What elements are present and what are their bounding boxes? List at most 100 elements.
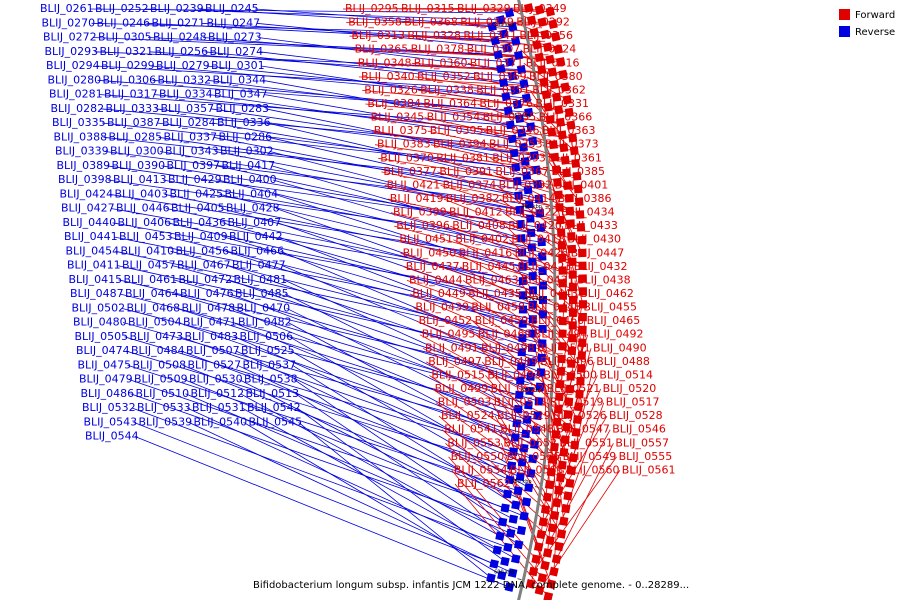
forward-gene-label[interactable]: BLIJ_0369 — [473, 70, 527, 83]
reverse-gene-label[interactable]: BLIJ_0472 — [179, 273, 233, 286]
forward-gene-label[interactable]: BLIJ_0380 — [529, 70, 583, 83]
forward-gene-label[interactable]: BLIJ_0416 — [459, 246, 513, 259]
forward-gene-label[interactable]: BLIJ_0378 — [411, 43, 465, 56]
reverse-gene-label[interactable]: BLIJ_0332 — [158, 73, 212, 86]
reverse-gene-label[interactable]: BLIJ_0398 — [58, 173, 112, 186]
forward-gene-label[interactable]: BLIJ_0556 — [507, 450, 561, 463]
forward-gene-label[interactable]: BLIJ_0560 — [566, 463, 620, 476]
forward-gene-label[interactable]: BLIJ_0463 — [465, 273, 519, 286]
reverse-gene-label[interactable]: BLIJ_0429 — [168, 173, 222, 186]
reverse-gene-label[interactable]: BLIJ_0256 — [155, 45, 209, 58]
reverse-gene-label[interactable]: BLIJ_0477 — [232, 259, 286, 272]
forward-gene-label[interactable]: BLIJ_0496 — [540, 355, 594, 368]
reverse-gene-label[interactable]: BLIJ_0336 — [217, 116, 271, 129]
forward-gene-label[interactable]: BLIJ_0361 — [548, 151, 602, 164]
reverse-gene-label[interactable]: BLIJ_0271 — [152, 16, 206, 29]
reverse-gene-label[interactable]: BLIJ_0537 — [243, 358, 297, 371]
reverse-gene-label[interactable]: BLIJ_0306 — [103, 73, 157, 86]
forward-gene-label[interactable]: BLIJ_0551 — [559, 436, 613, 449]
forward-gene-label[interactable]: BLIJ_0356 — [519, 29, 573, 42]
reverse-gene-label[interactable]: BLIJ_0464 — [125, 287, 179, 300]
reverse-gene-label[interactable]: BLIJ_0509 — [134, 373, 188, 386]
reverse-gene-label[interactable]: BLIJ_0533 — [137, 401, 191, 414]
reverse-gene-label[interactable]: BLIJ_0294 — [46, 59, 100, 72]
forward-gene-label[interactable]: BLIJ_0346 — [486, 124, 540, 137]
reverse-gene-label[interactable]: BLIJ_0299 — [101, 59, 155, 72]
forward-gene-label[interactable]: BLIJ_0554 — [454, 463, 508, 476]
forward-gene-label[interactable]: BLIJ_0449 — [412, 287, 466, 300]
reverse-gene-label[interactable]: BLIJ_0513 — [246, 387, 300, 400]
forward-gene-label[interactable]: BLIJ_0450 — [403, 246, 457, 259]
forward-gene-label[interactable]: BLIJ_0438 — [577, 273, 631, 286]
forward-gene-label[interactable]: BLIJ_0375 — [374, 124, 428, 137]
reverse-gene-label[interactable]: BLIJ_0466 — [231, 244, 285, 257]
forward-gene-label[interactable]: BLIJ_0521 — [547, 382, 601, 395]
reverse-gene-label[interactable]: BLIJ_0281 — [49, 88, 103, 101]
forward-gene-label[interactable]: BLIJ_0541 — [444, 423, 498, 436]
forward-gene-label[interactable]: BLIJ_0307 — [467, 43, 521, 56]
reverse-gene-label[interactable]: BLIJ_0284 — [162, 116, 216, 129]
forward-gene-label[interactable]: BLIJ_0492 — [590, 328, 644, 341]
reverse-gene-label[interactable]: BLIJ_0389 — [57, 159, 111, 172]
reverse-gene-label[interactable]: BLIJ_0279 — [156, 59, 210, 72]
forward-gene-label[interactable]: BLIJ_0395 — [430, 124, 484, 137]
reverse-gene-label[interactable]: BLIJ_0246 — [97, 16, 151, 29]
forward-gene-label[interactable]: BLIJ_0401 — [555, 178, 609, 191]
forward-gene-label[interactable]: BLIJ_0448 — [527, 301, 581, 314]
reverse-gene-label[interactable]: BLIJ_0486 — [81, 387, 135, 400]
forward-gene-label[interactable]: BLIJ_0420 — [508, 219, 562, 232]
reverse-gene-label[interactable]: BLIJ_0483 — [185, 330, 239, 343]
reverse-gene-label[interactable]: BLIJ_0270 — [42, 16, 96, 29]
forward-gene-label[interactable]: BLIJ_0370 — [380, 151, 434, 164]
forward-gene-label[interactable]: BLIJ_0392 — [499, 178, 553, 191]
forward-gene-label[interactable]: BLIJ_0418 — [511, 233, 565, 246]
forward-gene-label[interactable]: BLIJ_0384 — [367, 97, 421, 110]
reverse-gene-label[interactable]: BLIJ_0247 — [207, 16, 261, 29]
forward-gene-label[interactable]: BLIJ_0431 — [521, 273, 575, 286]
forward-gene-label[interactable]: BLIJ_0338 — [420, 83, 474, 96]
forward-gene-label[interactable]: BLIJ_0553 — [447, 436, 501, 449]
forward-gene-label[interactable]: BLIJ_0340 — [361, 70, 415, 83]
forward-gene-label[interactable]: BLIJ_0365 — [355, 43, 409, 56]
reverse-gene-label[interactable]: BLIJ_0397 — [167, 159, 221, 172]
reverse-gene-label[interactable]: BLIJ_0344 — [213, 73, 267, 86]
reverse-gene-label[interactable]: BLIJ_0453 — [119, 230, 173, 243]
forward-gene-label[interactable]: BLIJ_0393 — [492, 151, 546, 164]
forward-gene-label[interactable]: BLIJ_0316 — [526, 56, 580, 69]
forward-gene-label[interactable]: BLIJ_0563 — [510, 463, 564, 476]
reverse-gene-label[interactable]: BLIJ_0507 — [186, 344, 240, 357]
forward-gene-label[interactable]: BLIJ_0458 — [471, 301, 525, 314]
reverse-gene-label[interactable]: BLIJ_0417 — [222, 159, 276, 172]
forward-gene-label[interactable]: BLIJ_0371 — [470, 56, 524, 69]
reverse-gene-label[interactable]: BLIJ_0442 — [229, 230, 283, 243]
forward-gene-label[interactable]: BLIJ_0426 — [515, 246, 569, 259]
forward-gene-label[interactable]: BLIJ_0432 — [574, 260, 628, 273]
reverse-gene-label[interactable]: BLIJ_0411 — [67, 259, 121, 272]
reverse-gene-label[interactable]: BLIJ_0400 — [223, 173, 277, 186]
reverse-gene-label[interactable]: BLIJ_0479 — [79, 373, 133, 386]
reverse-gene-label[interactable]: BLIJ_0406 — [118, 216, 172, 229]
forward-gene-label[interactable]: BLIJ_0295 — [345, 2, 399, 15]
forward-gene-label[interactable]: BLIJ_0462 — [580, 287, 634, 300]
reverse-gene-label[interactable]: BLIJ_0461 — [124, 273, 178, 286]
forward-gene-label[interactable]: BLIJ_0364 — [423, 97, 477, 110]
forward-gene-label[interactable]: BLIJ_0500 — [543, 368, 597, 381]
forward-gene-label[interactable]: BLIJ_0511 — [494, 396, 548, 409]
forward-gene-label[interactable]: BLIJ_0292 — [516, 16, 570, 29]
forward-gene-label[interactable]: BLIJ_0455 — [583, 301, 637, 314]
reverse-gene-label[interactable]: BLIJ_0404 — [225, 187, 279, 200]
reverse-gene-label[interactable]: BLIJ_0539 — [139, 415, 193, 428]
forward-gene-label[interactable]: BLIJ_0379 — [460, 16, 514, 29]
forward-gene-label[interactable]: BLIJ_0546 — [612, 423, 666, 436]
reverse-gene-label[interactable]: BLIJ_0337 — [164, 130, 218, 143]
reverse-gene-label[interactable]: BLIJ_0321 — [100, 45, 154, 58]
forward-gene-label[interactable]: BLIJ_0437 — [406, 260, 460, 273]
forward-gene-label[interactable]: BLIJ_0447 — [571, 246, 625, 259]
forward-gene-label[interactable]: BLIJ_0402 — [455, 233, 509, 246]
reverse-gene-label[interactable]: BLIJ_0470 — [237, 301, 291, 314]
reverse-gene-label[interactable]: BLIJ_0527 — [188, 358, 242, 371]
reverse-gene-label[interactable]: BLIJ_0339 — [55, 145, 109, 158]
reverse-gene-label[interactable]: BLIJ_0525 — [241, 344, 295, 357]
forward-gene-label[interactable]: BLIJ_0460 — [531, 314, 585, 327]
forward-gene-label[interactable]: BLIJ_0452 — [419, 314, 473, 327]
